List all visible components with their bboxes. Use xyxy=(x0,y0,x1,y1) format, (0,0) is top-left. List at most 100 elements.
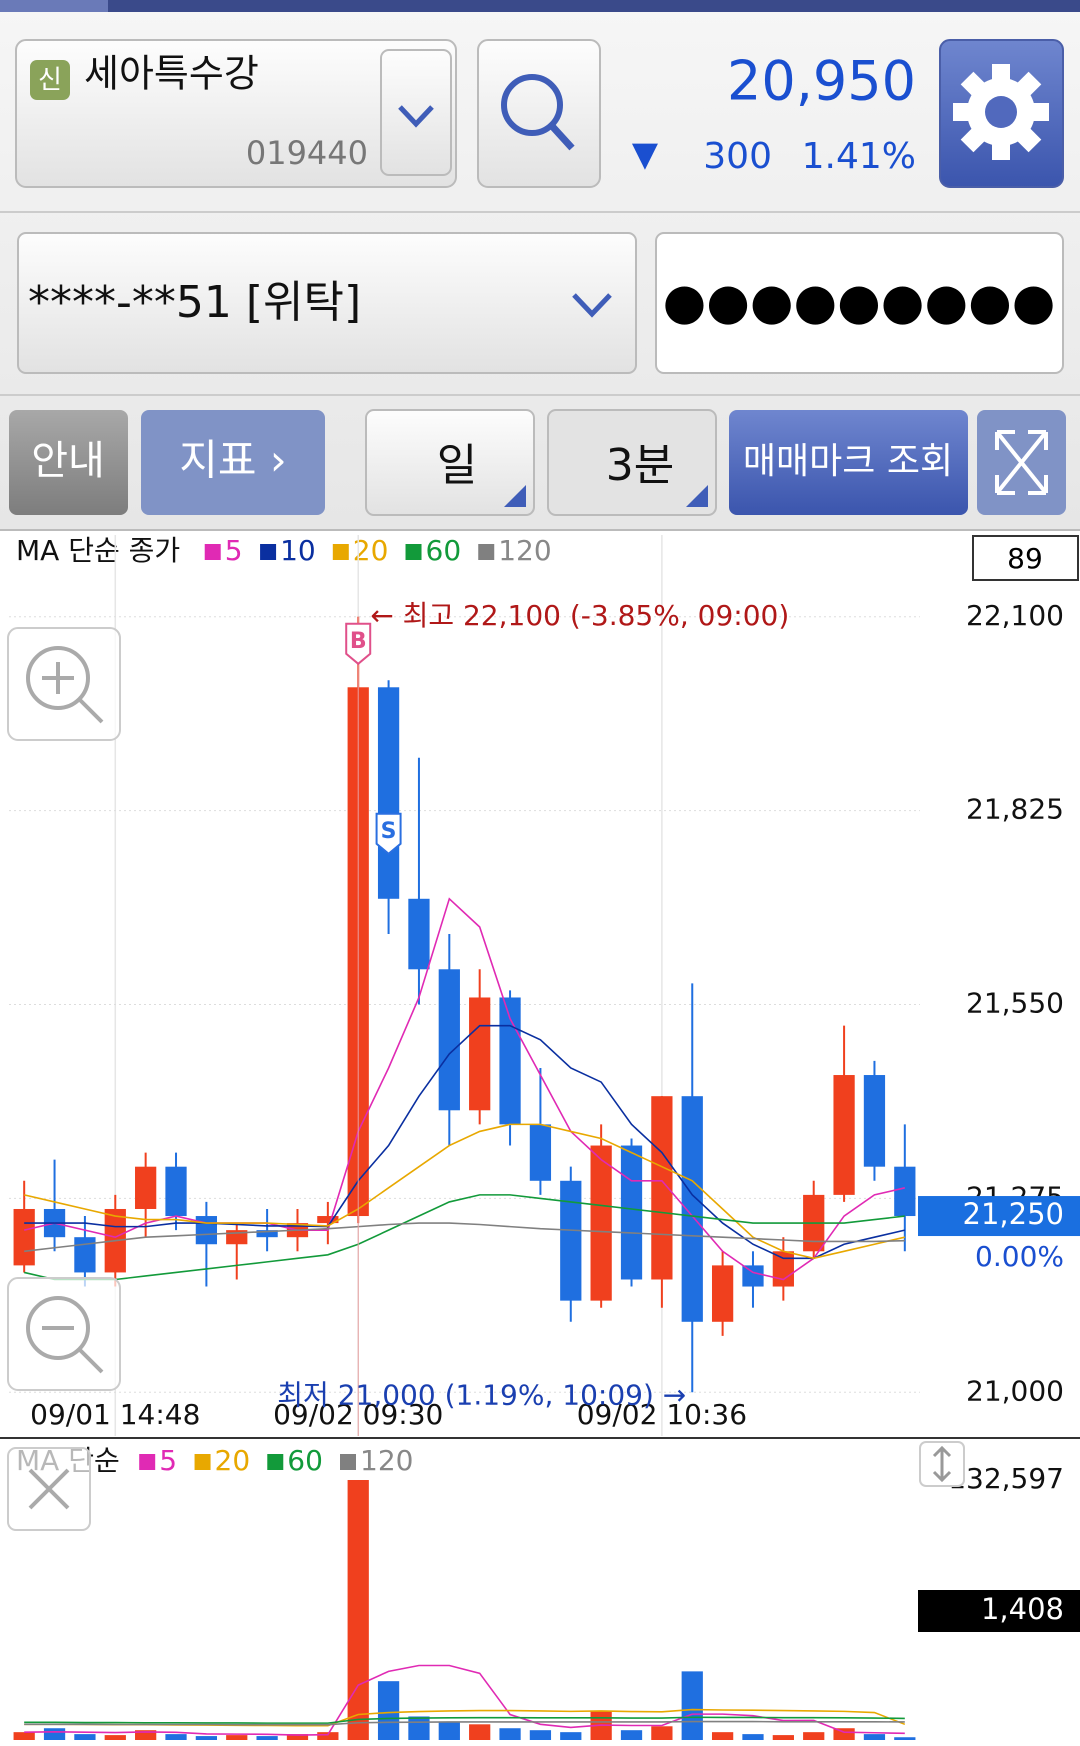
indicator-button[interactable] xyxy=(141,410,325,515)
corner-mark xyxy=(504,485,526,507)
candle-body xyxy=(833,1075,855,1195)
legend-swatch xyxy=(267,1454,284,1470)
legend-swatch xyxy=(139,1454,156,1470)
candle-body xyxy=(894,1166,916,1217)
candle-body xyxy=(742,1265,764,1287)
ma-line xyxy=(24,1720,905,1726)
volume-bar xyxy=(135,1730,157,1740)
y-tick-label: 21,550 xyxy=(966,987,1064,1020)
y-tick-label: 21,825 xyxy=(966,793,1064,826)
password: ●●●●●●●●● xyxy=(663,273,1056,331)
volume-bar xyxy=(286,1734,309,1740)
account-selector[interactable] xyxy=(17,232,637,374)
candle-body xyxy=(317,1216,339,1224)
period-button[interactable] xyxy=(365,409,535,516)
volume-bar xyxy=(469,1724,491,1740)
stock-selector[interactable] xyxy=(15,39,457,188)
trade-mark xyxy=(375,812,402,856)
high-annotation: ← 최고 22,100 (-3.85%, 09:00) xyxy=(370,599,789,632)
legend-label: 5 xyxy=(159,1444,177,1477)
current-volume-tag xyxy=(918,1590,1080,1632)
ma-line xyxy=(24,1716,905,1724)
volume-bar xyxy=(863,1734,886,1740)
zoom-out-button[interactable] xyxy=(7,1277,121,1391)
stock-dropdown[interactable] xyxy=(380,49,452,176)
password-field[interactable] xyxy=(655,232,1064,374)
candle-body xyxy=(620,1145,643,1280)
zoom-icon xyxy=(42,1326,104,1374)
candle-body xyxy=(772,1251,794,1287)
y-tick-label: 22,100 xyxy=(966,599,1064,632)
volume-bar xyxy=(742,1734,764,1740)
x-tick-label: 09/02 10:36 xyxy=(577,1398,747,1431)
current-volume: 1,408 xyxy=(981,1592,1064,1626)
change-pct: 1.41% xyxy=(802,136,916,177)
candle-body xyxy=(377,687,400,899)
interval-button[interactable] xyxy=(547,409,717,516)
volume-bar xyxy=(833,1728,855,1740)
chevron xyxy=(572,293,612,318)
volume-bar xyxy=(43,1728,66,1740)
volume-bar xyxy=(772,1735,794,1740)
volume-bar xyxy=(438,1722,460,1740)
low-annotation: 최저 21,000 (1.19%, 10:09) → xyxy=(277,1378,686,1411)
volume-bar xyxy=(620,1730,643,1740)
current-change: 0.00% xyxy=(975,1240,1064,1273)
status-strip xyxy=(0,0,1080,12)
zoom-icon xyxy=(26,1296,90,1360)
volume-bar xyxy=(803,1732,825,1740)
resize-icon xyxy=(932,1445,952,1483)
candle-body xyxy=(13,1208,35,1266)
guide-button[interactable] xyxy=(9,410,128,515)
volume-bar xyxy=(529,1730,552,1740)
trade-mark-label: B xyxy=(350,629,367,654)
candle-body xyxy=(681,1096,703,1322)
trade-mark xyxy=(345,622,372,666)
expand-icon xyxy=(995,430,1048,495)
candle-body xyxy=(863,1075,886,1167)
legend-label: 60 xyxy=(287,1444,323,1477)
current-price-tag xyxy=(918,1196,1080,1237)
period-label: 일 xyxy=(437,440,477,491)
price: 20,950 xyxy=(727,50,916,113)
legend-title: MA 단순 종가 xyxy=(16,534,180,567)
ma-line xyxy=(24,1664,905,1736)
legend-label: 5 xyxy=(225,534,243,567)
candle-body xyxy=(165,1166,187,1217)
search-icon-handle xyxy=(549,123,575,151)
candle-body xyxy=(529,1124,552,1181)
indicator-label: 지표 › xyxy=(179,436,286,485)
y-tick-label: 21,000 xyxy=(966,1374,1064,1407)
info-box xyxy=(972,535,1079,581)
volume-bar xyxy=(560,1732,582,1740)
interval-label: 3분 xyxy=(606,440,674,491)
candle-body xyxy=(469,997,491,1111)
legend-swatch xyxy=(260,544,277,560)
candle-body xyxy=(560,1180,582,1301)
candle-body xyxy=(438,969,460,1111)
candle-body xyxy=(135,1166,157,1209)
zoom-in-button[interactable] xyxy=(7,627,121,741)
candle-body xyxy=(711,1265,734,1322)
candle-body xyxy=(74,1237,96,1273)
stock-name: 세아특수강 xyxy=(84,52,259,96)
badge-bg xyxy=(30,60,70,100)
guide-label: 안내 xyxy=(31,438,105,484)
volume-bar xyxy=(894,1737,916,1740)
legend-swatch xyxy=(340,1454,356,1470)
search-button[interactable] xyxy=(477,39,601,188)
legend-swatch xyxy=(332,544,349,560)
candle-body xyxy=(408,898,430,970)
corner-mark xyxy=(686,485,708,507)
legend-swatch xyxy=(194,1454,211,1470)
candle-body xyxy=(651,1096,673,1280)
volume-bar xyxy=(347,1480,369,1740)
volume-bar xyxy=(104,1735,126,1740)
trade-marks-button[interactable] xyxy=(729,410,968,515)
stock-code: 019440 xyxy=(246,134,368,172)
volume-bar xyxy=(165,1734,187,1740)
volume-bar xyxy=(408,1716,430,1740)
ma-line xyxy=(24,897,905,1281)
